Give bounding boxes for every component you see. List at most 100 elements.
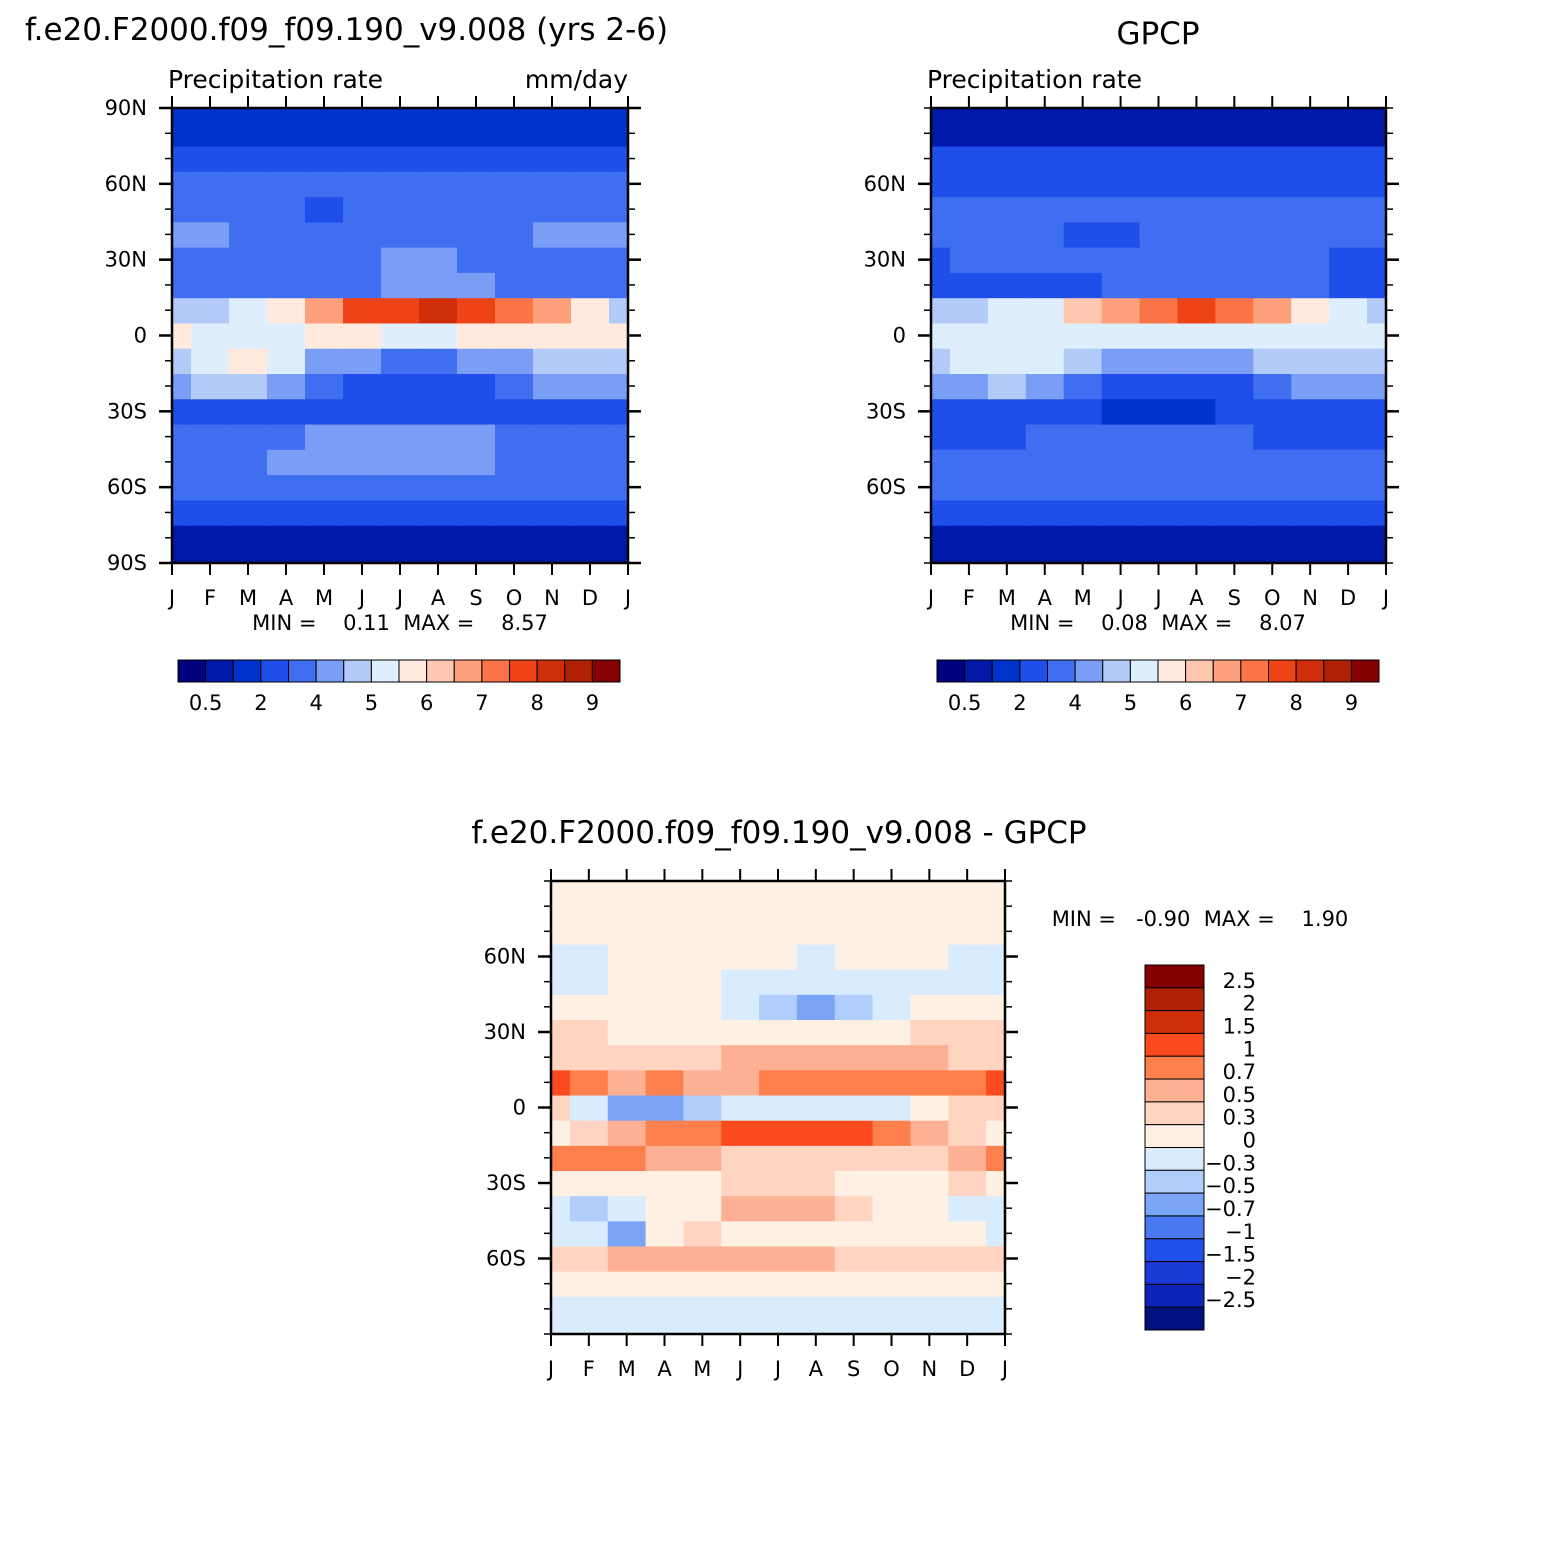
heatmap-cell xyxy=(495,108,534,147)
heatmap-cell xyxy=(1367,348,1387,375)
heatmap-cell xyxy=(1329,423,1368,450)
heatmap-cell xyxy=(1329,449,1368,476)
heatmap-cell xyxy=(1253,297,1292,324)
x-tick-label: J xyxy=(623,586,631,610)
heatmap-cell xyxy=(949,196,989,223)
heatmap-cell xyxy=(457,247,496,273)
heatmap-cell xyxy=(948,1069,987,1096)
heatmap-cell xyxy=(834,1094,874,1121)
colorbar-box xyxy=(1144,987,1205,1012)
heatmap-cell xyxy=(457,145,496,172)
colorbar-label: 7 xyxy=(475,691,488,715)
heatmap-cell xyxy=(987,525,1027,564)
colorbar-label: −1.5 xyxy=(1205,1243,1256,1267)
heatmap-cell xyxy=(1025,171,1065,198)
heatmap-cell xyxy=(872,881,912,920)
heatmap-cell xyxy=(533,221,572,248)
heatmap-cell xyxy=(759,1120,798,1146)
heatmap-cell xyxy=(609,348,629,375)
heatmap-cell xyxy=(759,1245,798,1272)
heatmap-cell xyxy=(796,969,836,995)
y-tick-label: 60N xyxy=(864,172,906,196)
x-tick-label: J xyxy=(546,1357,554,1381)
heatmap-cell xyxy=(609,196,629,223)
heatmap-cell xyxy=(948,1019,987,1046)
colorbar-box xyxy=(453,659,483,683)
heatmap-cell xyxy=(191,145,230,172)
heatmap-cell xyxy=(1101,449,1141,476)
colorbar-label: 2 xyxy=(1243,992,1256,1016)
heatmap-cell xyxy=(229,474,268,501)
colorbar-box xyxy=(1144,1169,1205,1194)
heatmap-cell xyxy=(1329,474,1368,501)
heatmap-cell xyxy=(1253,525,1292,564)
heatmap-cell xyxy=(1215,525,1254,564)
heatmap-cell xyxy=(1329,348,1368,375)
x-tick-label: S xyxy=(469,586,482,610)
heatmap-cell xyxy=(834,969,874,995)
heatmap-cell xyxy=(267,171,306,198)
heatmap-cell xyxy=(551,969,571,995)
heatmap-cell xyxy=(1215,196,1254,223)
colorbar-label: 7 xyxy=(1234,691,1247,715)
heatmap-cell xyxy=(172,297,192,324)
heatmap-cell xyxy=(759,1220,798,1247)
panel-model: f.e20.F2000.f09_f09.190_v9.008 (yrs 2-6)… xyxy=(25,12,668,715)
heatmap-cell xyxy=(759,1271,798,1297)
heatmap-cell xyxy=(721,1271,760,1297)
heatmap-cell xyxy=(533,373,572,400)
heatmap-cell xyxy=(419,247,458,273)
heatmap-cell xyxy=(645,1245,685,1272)
heatmap-cell xyxy=(1291,221,1330,248)
x-tick-label: D xyxy=(1340,586,1356,610)
colorbar-box xyxy=(936,659,966,683)
heatmap-cell xyxy=(267,525,306,564)
colorbar-box xyxy=(1144,1306,1205,1331)
colorbar-box xyxy=(1144,1010,1205,1034)
heatmap-cell xyxy=(609,221,629,248)
heatmap-cell xyxy=(419,474,458,501)
heatmap-cell xyxy=(343,348,382,375)
colorbar-label: 4 xyxy=(1068,691,1081,715)
heatmap-cell xyxy=(1025,373,1065,400)
heatmap-cell xyxy=(1367,398,1387,425)
heatmap-cell xyxy=(683,969,722,995)
heatmap-cell xyxy=(1177,196,1216,223)
colorbar-box xyxy=(205,659,234,683)
colorbar-box xyxy=(232,659,262,683)
heatmap-cell xyxy=(834,1069,874,1096)
heatmap-cell xyxy=(872,918,912,945)
heatmap-cell xyxy=(607,1245,647,1272)
colorbar-label: 5 xyxy=(365,691,378,715)
heatmap-cell xyxy=(759,1170,798,1197)
heatmap-cell xyxy=(343,171,382,198)
heatmap-cell xyxy=(419,373,458,400)
heatmap-cell xyxy=(1253,499,1292,526)
heatmap-cell xyxy=(986,1069,1006,1096)
heatmap-cell xyxy=(872,1296,912,1335)
heatmap-cell xyxy=(1367,499,1387,526)
heatmap-cell xyxy=(949,423,989,450)
heatmap-cell xyxy=(533,348,572,375)
heatmap-cell xyxy=(1253,423,1292,450)
heatmap-cell xyxy=(1291,499,1330,526)
heatmap-cell xyxy=(607,1220,647,1247)
colorbar-box xyxy=(1144,964,1205,989)
heatmap-cell xyxy=(229,108,268,147)
heatmap-cell xyxy=(1177,423,1216,450)
heatmap-cell xyxy=(986,1044,1006,1071)
heatmap-cell xyxy=(267,423,306,450)
x-tick-label: M xyxy=(693,1357,711,1381)
heatmap-cell xyxy=(172,322,192,349)
heatmap-cell xyxy=(721,881,760,920)
heatmap-cell xyxy=(569,1195,609,1222)
heatmap-cell xyxy=(609,297,629,324)
heatmap-cell xyxy=(305,525,344,564)
heatmap-cell xyxy=(533,247,572,273)
heatmap-cell xyxy=(571,145,610,172)
heatmap-cell xyxy=(1215,348,1254,375)
heatmap-cell xyxy=(987,449,1027,476)
heatmap-cell xyxy=(872,943,912,970)
heatmap-cell xyxy=(551,1145,571,1172)
heatmap-cell xyxy=(267,145,306,172)
